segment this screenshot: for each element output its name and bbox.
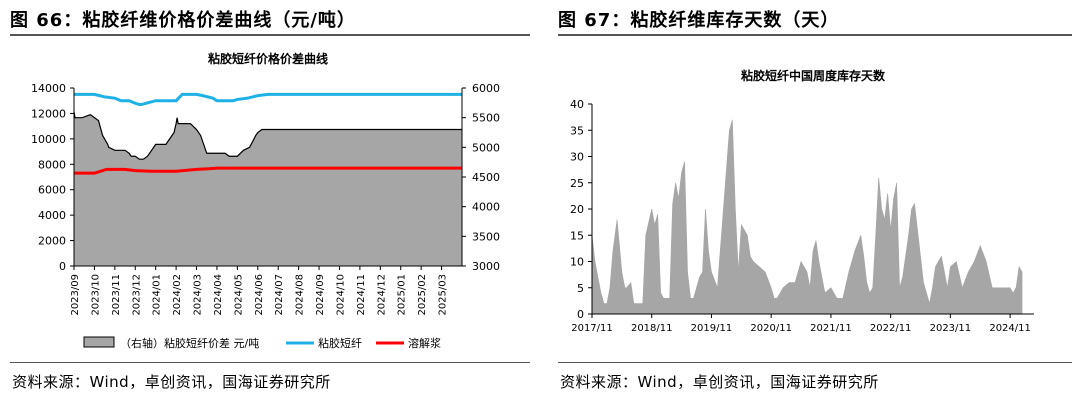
legend-label-spread: （右轴）粘胶短纤价差 元/吨 — [120, 336, 259, 350]
x-tick-label: 2024/10 — [335, 274, 346, 316]
figure-67-title: 图 67：粘胶纤维库存天数（天） — [558, 10, 840, 31]
x-tick-label: 2024/02 — [172, 274, 183, 316]
x-tick-label: 2024/11 — [356, 274, 367, 316]
viscose-fiber-line — [74, 92, 462, 107]
right-y-tick-label: 3000 — [472, 260, 500, 273]
left-y-tick-label: 2000 — [38, 235, 66, 248]
figure-67-top-rule — [558, 34, 1072, 36]
figure-66-top-rule — [10, 34, 530, 36]
x-tick-label: 2024/04 — [213, 274, 224, 316]
right-y-tick-label: 4500 — [472, 171, 500, 184]
x-tick-label: 2025/01 — [397, 274, 408, 316]
figure-66-panel: 图 66：粘胶纤维价格价差曲线（元/吨） 粘胶短纤价格价差曲线 0 2000 4000… — [0, 0, 538, 404]
y-tick-label: 25 — [570, 177, 584, 190]
legend-label-pulp: 溶解浆 — [408, 336, 441, 350]
legend-label-viscose: 粘胶短纤 — [318, 336, 362, 350]
x-tick-label: 2021/11 — [810, 323, 852, 334]
y-tick-label: 35 — [570, 124, 584, 137]
right-y-tick-label: 5000 — [472, 141, 500, 154]
x-tick-label: 2019/11 — [691, 323, 733, 334]
x-tick-label: 2025/02 — [417, 274, 428, 316]
x-tick-label: 2024/08 — [295, 274, 306, 316]
inventory-days-area — [591, 119, 1023, 315]
x-tick-label: 2023/10 — [90, 274, 101, 316]
figure-66-bottom-rule — [10, 362, 530, 363]
x-tick-label: 2024/07 — [274, 274, 285, 316]
spread-area-outline — [73, 111, 462, 160]
x-tick-label: 2024/03 — [193, 274, 204, 316]
y-tick-label: 15 — [570, 229, 584, 242]
dissolving-pulp-line — [74, 166, 462, 175]
left-y-tick-label: 12000 — [31, 107, 66, 120]
legend-swatch-spread — [83, 336, 115, 348]
y-tick-label: 20 — [570, 203, 584, 216]
left-y-tick-label: 10000 — [31, 133, 66, 146]
x-tick-label: 2024/01 — [152, 274, 163, 316]
inventory-days-chart: 粘胶短纤中国周度库存天数 0 5 10 15 20 25 30 35 40 2017/11 2018/… — [570, 68, 1034, 334]
y-tick-label: 5 — [577, 282, 584, 295]
y-tick-label: 30 — [570, 151, 584, 164]
right-y-tick-label: 3500 — [472, 230, 500, 243]
x-tick-label: 2023/09 — [70, 274, 81, 316]
left-y-tick-label: 8000 — [38, 158, 66, 171]
x-tick-label: 2024/05 — [233, 274, 244, 316]
chart-title: 粘胶短纤中国周度库存天数 — [741, 68, 886, 83]
figure-67-source: 资料来源：Wind，卓创资讯，国海证券研究所 — [560, 373, 879, 391]
x-tick-label: 2017/11 — [571, 323, 613, 334]
figure-66-source: 资料来源：Wind，卓创资讯，国海证券研究所 — [12, 373, 331, 391]
right-y-tick-label: 4000 — [472, 201, 500, 214]
x-tick-label: 2020/11 — [750, 323, 792, 334]
left-y-tick-label: 0 — [59, 260, 66, 273]
x-tick-label: 2022/11 — [870, 323, 912, 334]
x-tick-label: 2024/09 — [315, 274, 326, 316]
x-tick-label: 2023/11 — [930, 323, 972, 334]
chart-title: 粘胶短纤价格价差曲线 — [208, 51, 328, 66]
right-y-tick-label: 5500 — [472, 112, 500, 125]
left-y-tick-label: 14000 — [31, 82, 66, 95]
x-tick-label: 2018/11 — [631, 323, 673, 334]
x-tick-label: 2024/11 — [989, 323, 1031, 334]
spread-area — [74, 111, 462, 266]
figure-66-title: 图 66：粘胶纤维价格价差曲线（元/吨） — [10, 10, 356, 31]
right-y-tick-label: 6000 — [472, 82, 500, 95]
x-tick-label: 2024/12 — [376, 274, 387, 316]
y-tick-label: 10 — [570, 256, 584, 269]
x-tick-label: 2025/03 — [438, 274, 449, 316]
left-y-tick-label: 6000 — [38, 184, 66, 197]
figure-67-bottom-rule — [558, 362, 1072, 363]
price-spread-chart: 粘胶短纤价格价差曲线 0 2000 4000 6000 8000 10000 12000 140… — [31, 51, 500, 350]
y-tick-label: 0 — [577, 308, 584, 321]
x-tick-label: 2024/06 — [254, 274, 265, 316]
y-tick-label: 40 — [570, 98, 584, 111]
x-tick-label: 2023/11 — [111, 274, 122, 316]
figure-67-panel: 图 67：粘胶纤维库存天数（天） 粘胶短纤中国周度库存天数 0 5 10 15 20 25 3… — [548, 0, 1080, 404]
x-tick-label: 2023/12 — [131, 274, 142, 316]
left-y-tick-label: 4000 — [38, 209, 66, 222]
